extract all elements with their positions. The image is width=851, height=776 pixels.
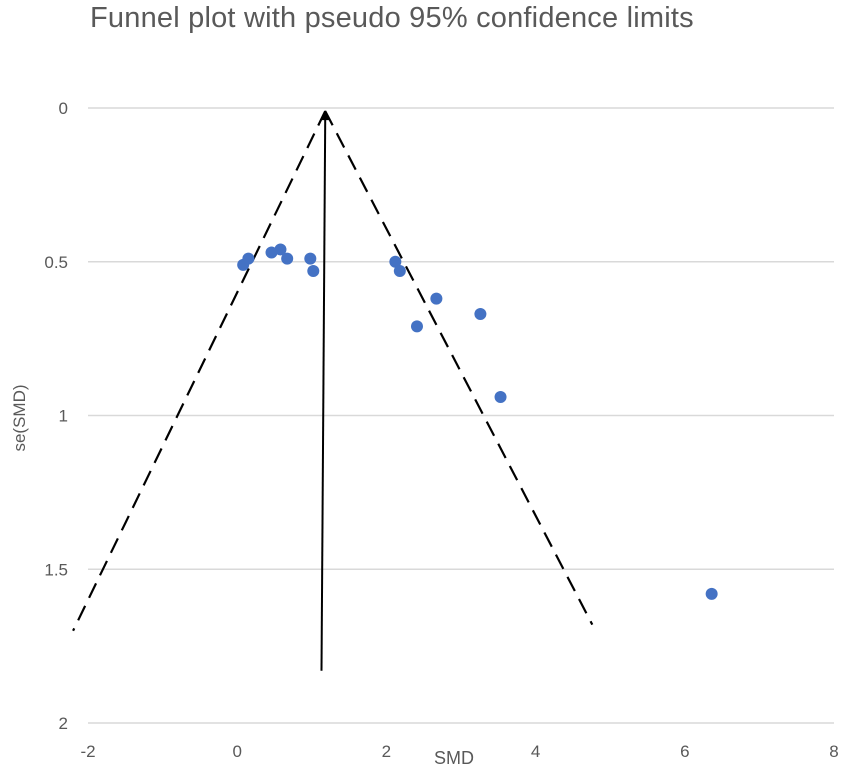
chart-title: Funnel plot with pseudo 95% confidence l…: [90, 2, 694, 34]
data-point: [242, 252, 255, 265]
x-tick-label: 0: [232, 742, 241, 761]
y-tick-labels: 0 0.5 1 1.5 2: [44, 99, 68, 733]
x-tick-label: 2: [382, 742, 391, 761]
data-point: [274, 243, 287, 256]
funnel-lines: [72, 110, 594, 671]
gridlines: [88, 107, 834, 724]
left-confidence-limit-line: [72, 110, 327, 632]
pooled-estimate-line: [320, 117, 327, 671]
data-point: [410, 320, 423, 333]
y-tick-label: 0: [59, 99, 68, 118]
data-point: [304, 252, 317, 265]
data-point: [307, 264, 320, 277]
y-tick-label: 2: [59, 714, 68, 733]
data-point: [281, 252, 294, 265]
x-axis-label: SMD: [434, 748, 474, 768]
data-points: [237, 243, 718, 600]
x-tick-label: -2: [80, 742, 95, 761]
y-axis-label: se(SMD): [10, 384, 29, 451]
data-point: [705, 587, 718, 600]
x-tick-label: 6: [680, 742, 689, 761]
x-tick-labels: -2 0 2 4 6 8: [80, 742, 838, 761]
right-confidence-limit-line: [324, 110, 594, 626]
data-point: [430, 292, 443, 305]
x-tick-label: 4: [531, 742, 540, 761]
data-point: [389, 255, 402, 268]
data-point: [494, 391, 507, 404]
data-point: [474, 308, 487, 321]
pooled-estimate-arrowhead: [321, 110, 330, 121]
y-tick-label: 1.5: [44, 560, 68, 579]
y-tick-label: 0.5: [44, 253, 68, 272]
x-tick-label: 8: [829, 742, 838, 761]
y-tick-label: 1: [59, 407, 68, 426]
data-point: [393, 264, 406, 277]
